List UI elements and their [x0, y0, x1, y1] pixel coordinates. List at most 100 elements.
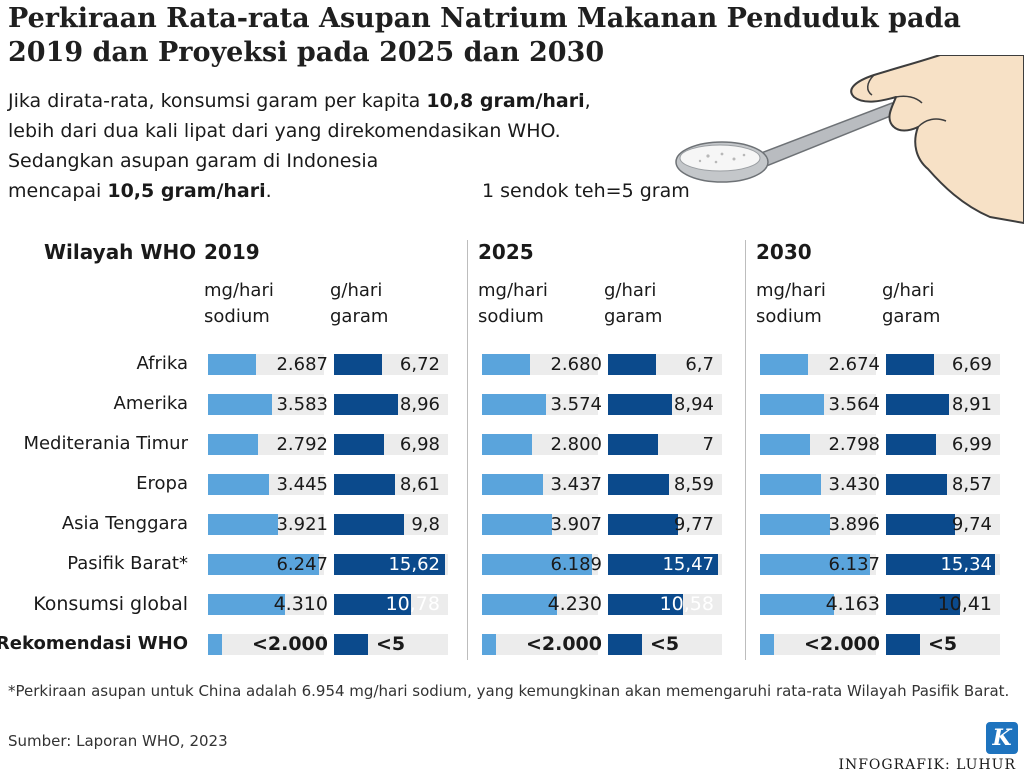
salt-value-label: 15,47 [662, 554, 714, 575]
salt-bar [886, 554, 995, 575]
intro-highlight-global: 10,8 gram/hari [426, 90, 585, 112]
sodium-bar [760, 514, 830, 535]
sodium-bar [482, 434, 532, 455]
salt-value-label: 9,74 [951, 514, 992, 535]
salt-bar [334, 434, 384, 455]
intro-text: , [584, 90, 591, 112]
salt-bar [886, 434, 936, 455]
intro-text: mencapai [8, 180, 108, 202]
salt-value-label: 15,34 [940, 554, 992, 575]
unit-label-salt: g/hari [604, 280, 657, 301]
salt-bar [608, 514, 678, 535]
salt-bar [608, 434, 658, 455]
source: Sumber: Laporan WHO, 2023 [8, 732, 228, 750]
sodium-bar [208, 514, 278, 535]
sodium-bar [760, 354, 808, 375]
sodium-value-label: <2.000 [803, 633, 880, 655]
salt-value-label: 8,91 [951, 394, 992, 415]
salt-bar [886, 514, 955, 535]
year-divider [467, 240, 468, 660]
unit-label-sodium: sodium [756, 306, 822, 327]
sodium-bar [208, 354, 256, 375]
salt-bar [334, 354, 382, 375]
intro-line-2: lebih dari dua kali lipat dari yang dire… [8, 120, 561, 142]
salt-bar [886, 394, 949, 415]
sodium-bar [760, 594, 834, 615]
publisher-logo-icon: K [986, 722, 1018, 754]
unit-label-salt: garam [882, 306, 941, 327]
sodium-value-label: 2.800 [550, 434, 602, 455]
sodium-bar [482, 594, 557, 615]
sodium-value-label: 3.564 [828, 394, 880, 415]
unit-label-salt: g/hari [882, 280, 935, 301]
sodium-bar [482, 634, 496, 655]
unit-label-sodium: mg/hari [204, 280, 274, 301]
sodium-value-label: 3.896 [828, 514, 880, 535]
salt-value-label: 8,96 [399, 394, 440, 415]
salt-bar [886, 474, 947, 495]
intro-line-1: Jika dirata-rata, konsumsi garam per kap… [8, 86, 591, 116]
salt-value-label: 8,59 [673, 474, 714, 495]
salt-bar [334, 634, 368, 655]
region-label: Asia Tenggara [61, 513, 188, 534]
salt-bar [608, 394, 672, 415]
sodium-bar [482, 354, 530, 375]
sodium-value-label: 4.163 [825, 593, 880, 615]
salt-value-label: 8,61 [399, 474, 440, 495]
salt-bar [608, 354, 656, 375]
infographic-credit: INFOGRAFIK: LUHUR [838, 757, 1016, 773]
sodium-bar [208, 594, 285, 615]
salt-value-label: <5 [650, 633, 680, 655]
sodium-value-label: 2.674 [828, 354, 880, 375]
salt-value-label: 15,62 [388, 554, 440, 575]
unit-label-salt: g/hari [330, 280, 383, 301]
sodium-value-label: 4.230 [547, 593, 602, 615]
salt-bar [886, 634, 920, 655]
sodium-value-label: 3.907 [550, 514, 602, 535]
sodium-value-label: 4.310 [273, 593, 328, 615]
region-label: Pasifik Barat* [67, 553, 188, 574]
salt-bar [334, 514, 404, 535]
intro-line-4: mencapai 10,5 gram/hari. [8, 176, 272, 206]
sodium-bar [208, 434, 258, 455]
year-header-2025: 2025 [478, 240, 534, 264]
sodium-value-label: 2.687 [276, 354, 328, 375]
unit-label-sodium: mg/hari [478, 280, 548, 301]
salt-bar [608, 474, 669, 495]
page-title: Perkiraan Rata-rata Asupan Natrium Makan… [8, 3, 961, 68]
sodium-bar [208, 474, 269, 495]
region-column-header: Wilayah WHO [44, 240, 197, 264]
sodium-bar [760, 554, 870, 575]
sodium-value-label: 3.445 [276, 474, 328, 495]
logo-letter: K [992, 725, 1012, 751]
year-divider [745, 240, 746, 660]
sodium-value-label: 3.921 [276, 514, 328, 535]
salt-value-label: 6,69 [951, 354, 992, 375]
sodium-bar [208, 394, 272, 415]
salt-bar [608, 634, 642, 655]
sodium-track [760, 634, 876, 655]
salt-bar [334, 554, 445, 575]
region-label: Afrika [136, 353, 188, 374]
spoon-note: 1 sendok teh=5 gram [482, 180, 690, 202]
region-label: Mediterania Timur [23, 433, 188, 454]
sodium-value-label: 6.189 [550, 554, 602, 575]
salt-value-label: 8,94 [673, 394, 714, 415]
salt-value-label: 10,41 [937, 593, 992, 615]
unit-label-sodium: mg/hari [756, 280, 826, 301]
salt-value-label: 6,98 [399, 434, 440, 455]
sodium-bar [760, 434, 810, 455]
unit-label-salt: garam [604, 306, 663, 327]
salt-value-label: 10,58 [659, 593, 714, 615]
salt-bar [334, 594, 411, 615]
region-label: Amerika [113, 393, 188, 414]
sodium-value-label: 2.680 [550, 354, 602, 375]
salt-value-label: 6,72 [399, 354, 440, 375]
unit-label-salt: garam [330, 306, 389, 327]
intro-line-3: Sedangkan asupan garam di Indonesia [8, 150, 379, 172]
hand-spoon-icon [675, 55, 1024, 224]
salt-bar [608, 554, 718, 575]
salt-value-label: 9,8 [411, 514, 440, 535]
region-label: Konsumsi global [33, 593, 188, 615]
sodium-bar [208, 634, 222, 655]
